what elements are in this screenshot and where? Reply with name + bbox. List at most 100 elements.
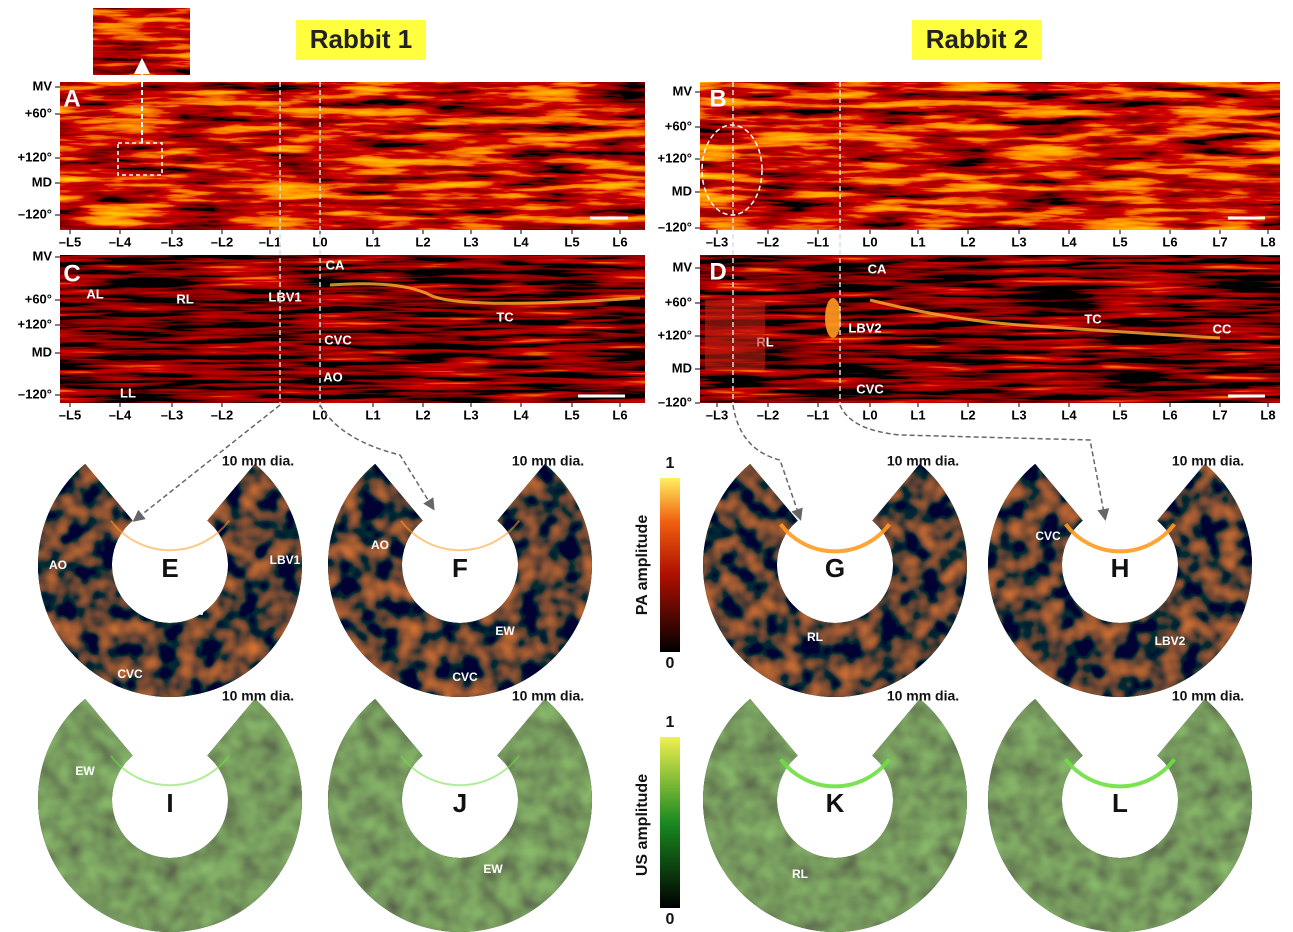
structure-label: LBV2 xyxy=(848,320,881,335)
panel-letter: B xyxy=(709,85,726,112)
wall-trace xyxy=(111,756,229,786)
x-tick-label: –L4 xyxy=(109,234,132,249)
fan-size: 10 mm dia. xyxy=(512,688,584,704)
y-tick-label: +120° xyxy=(658,327,692,342)
wall-trace xyxy=(1066,759,1175,786)
fan-letter: L xyxy=(1112,788,1128,818)
y-tick-label: MV xyxy=(673,83,693,98)
fan-label: CVC xyxy=(452,670,478,684)
x-tick-label: –L2 xyxy=(211,407,233,422)
y-tick-label: +60° xyxy=(25,291,52,306)
x-tick-label: L3 xyxy=(463,234,478,249)
colorbar-min: 0 xyxy=(666,655,675,672)
hotspot xyxy=(825,298,841,338)
wall-trace xyxy=(111,521,229,551)
structure-label: CA xyxy=(326,257,345,272)
structure-label: AL xyxy=(86,286,103,301)
fan-letter: K xyxy=(826,788,845,818)
structure-label: TC xyxy=(496,309,514,324)
fan-label: EW xyxy=(1150,818,1170,832)
fan-label: EW xyxy=(185,604,205,618)
fan-size: 10 mm dia. xyxy=(887,688,959,704)
structure-label: CVC xyxy=(856,381,884,396)
x-tick-label: L1 xyxy=(910,234,925,249)
header-title: Rabbit 2 xyxy=(926,24,1029,54)
y-tick-label: MV xyxy=(673,259,693,274)
inset-image xyxy=(93,8,190,75)
x-tick-label: –L2 xyxy=(757,234,779,249)
fan-size: 10 mm dia. xyxy=(1172,453,1244,469)
x-tick-label: L8 xyxy=(1260,234,1275,249)
fan-label: EW xyxy=(1147,579,1167,593)
fan-label: LBV2 xyxy=(1155,634,1186,648)
fan-letter: J xyxy=(453,788,467,818)
structure-label: TC xyxy=(1084,311,1102,326)
x-tick-label: L1 xyxy=(910,407,925,422)
panel-image xyxy=(700,82,1280,230)
x-tick-label: L5 xyxy=(564,407,579,422)
fan-size: 10 mm dia. xyxy=(512,453,584,469)
x-tick-label: –L3 xyxy=(161,234,183,249)
x-tick-label: L1 xyxy=(365,234,380,249)
x-tick-label: L3 xyxy=(463,407,478,422)
x-tick-label: L2 xyxy=(415,407,430,422)
x-tick-label: L2 xyxy=(960,407,975,422)
x-tick-label: L0 xyxy=(862,234,877,249)
structure-label: CC xyxy=(1213,321,1232,336)
x-tick-label: L4 xyxy=(1061,407,1077,422)
x-tick-label: –L3 xyxy=(706,407,728,422)
colorbar-max: 1 xyxy=(666,455,675,472)
fan-letter: E xyxy=(161,553,178,583)
panel-image xyxy=(700,255,1280,403)
x-tick-label: L8 xyxy=(1260,407,1275,422)
colorbar xyxy=(660,478,680,652)
wall-trace xyxy=(781,524,890,551)
colorbar xyxy=(660,737,680,908)
fan-label: AO xyxy=(371,538,389,552)
fan-size: 10 mm dia. xyxy=(1172,688,1244,704)
x-tick-label: –L3 xyxy=(161,407,183,422)
y-tick-label: +120° xyxy=(18,149,52,164)
fan-label: LBV1 xyxy=(270,553,301,567)
colorbar-max: 1 xyxy=(666,714,675,731)
fan-letter: F xyxy=(452,553,468,583)
y-tick-label: +60° xyxy=(25,105,52,120)
structure-label: CA xyxy=(868,261,887,276)
x-tick-label: L5 xyxy=(1112,234,1127,249)
header-title: Rabbit 1 xyxy=(310,24,413,54)
fan-letter: I xyxy=(166,788,173,818)
wall-trace xyxy=(401,521,519,551)
y-tick-label: +60° xyxy=(665,294,692,309)
x-tick-label: L5 xyxy=(1112,407,1127,422)
y-tick-label: MV xyxy=(33,248,53,263)
y-tick-label: MD xyxy=(32,174,52,189)
x-tick-label: –L5 xyxy=(59,234,81,249)
structure-label: LL xyxy=(120,385,136,400)
x-tick-label: L7 xyxy=(1212,407,1227,422)
wall-trace xyxy=(401,756,519,786)
x-tick-label: L1 xyxy=(365,407,380,422)
x-tick-label: –L2 xyxy=(757,407,779,422)
x-tick-label: L5 xyxy=(564,234,579,249)
fan-size: 10 mm dia. xyxy=(887,453,959,469)
fan-letter: H xyxy=(1111,553,1130,583)
figure-layer: Rabbit 1Rabbit 2AMV+60°+120°MD–120°–L5–L… xyxy=(18,8,1280,932)
y-tick-label: MD xyxy=(672,360,692,375)
colorbar-title: PA amplitude xyxy=(634,515,651,616)
x-tick-label: L0 xyxy=(312,407,327,422)
fan-size: 10 mm dia. xyxy=(222,453,294,469)
y-tick-label: +120° xyxy=(18,316,52,331)
fan-label: EW xyxy=(495,624,515,638)
fan-letter: G xyxy=(825,553,845,583)
panel-letter: D xyxy=(709,258,726,285)
fan-label: CVC xyxy=(117,667,143,681)
x-tick-label: L6 xyxy=(612,234,627,249)
x-tick-label: L6 xyxy=(1162,407,1177,422)
fan-label: EW xyxy=(828,589,848,603)
wall-trace xyxy=(1066,524,1175,551)
structure-label: AO xyxy=(323,369,343,384)
fan-label: EW xyxy=(75,764,95,778)
y-tick-label: –120° xyxy=(658,219,692,234)
x-tick-label: –L1 xyxy=(259,234,281,249)
wall-trace xyxy=(781,759,890,786)
